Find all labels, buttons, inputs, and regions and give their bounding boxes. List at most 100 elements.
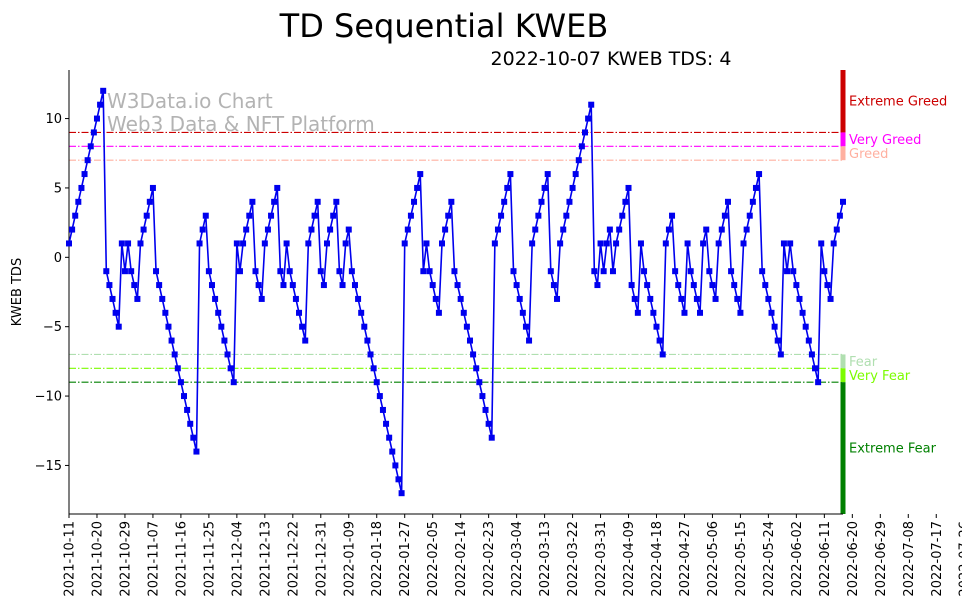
zone-bar-very-fear xyxy=(840,368,846,383)
data-point xyxy=(609,268,616,275)
y-tick-label: 0 xyxy=(54,251,62,266)
x-tick-label: 2022-05-24 xyxy=(762,521,777,597)
data-point xyxy=(370,365,377,372)
data-point xyxy=(146,198,153,205)
x-tick-label: 2022-01-09 xyxy=(342,521,357,597)
data-point xyxy=(202,212,209,219)
x-tick-label: 2022-05-15 xyxy=(734,521,749,597)
x-tick-label: 2021-10-11 xyxy=(63,521,78,597)
x-tick-label: 2022-06-20 xyxy=(846,521,861,597)
x-tick-label: 2021-11-16 xyxy=(174,521,189,597)
data-point xyxy=(522,323,529,330)
zone-label-very-fear: Very Fear xyxy=(849,369,911,384)
data-point xyxy=(812,365,819,372)
data-point xyxy=(162,309,169,316)
data-point xyxy=(367,351,374,358)
data-point xyxy=(712,295,719,302)
data-point xyxy=(494,226,501,233)
data-point xyxy=(690,282,697,289)
x-tick-label: 2022-04-09 xyxy=(622,521,637,597)
zone-label-very-greed: Very Greed xyxy=(849,133,921,148)
data-point xyxy=(128,268,135,275)
data-point xyxy=(118,240,125,247)
data-point xyxy=(731,282,738,289)
data-point xyxy=(112,309,119,316)
x-tick-label: 2022-04-18 xyxy=(650,521,665,597)
data-point xyxy=(286,268,293,275)
data-point xyxy=(765,295,772,302)
data-point xyxy=(687,268,694,275)
data-point xyxy=(78,184,85,191)
data-point xyxy=(544,171,551,178)
data-point xyxy=(507,171,514,178)
data-point xyxy=(805,337,812,344)
data-point xyxy=(721,212,728,219)
data-point xyxy=(435,309,442,316)
data-point xyxy=(336,268,343,275)
data-point xyxy=(771,323,778,330)
data-point xyxy=(451,268,458,275)
data-point xyxy=(289,282,296,289)
x-tick-label: 2022-02-14 xyxy=(454,521,469,597)
zone-bar-very-greed xyxy=(840,132,846,147)
data-point xyxy=(134,295,141,302)
data-point xyxy=(560,226,567,233)
data-point xyxy=(439,240,446,247)
data-point xyxy=(498,212,505,219)
data-point xyxy=(66,240,72,247)
data-point xyxy=(578,143,585,150)
data-point xyxy=(759,268,766,275)
data-point xyxy=(715,240,722,247)
data-point xyxy=(264,226,271,233)
zone-bar-fear xyxy=(840,354,846,369)
data-point xyxy=(454,282,461,289)
data-point xyxy=(87,143,94,150)
data-point xyxy=(653,323,660,330)
data-point xyxy=(675,282,682,289)
data-point xyxy=(740,240,747,247)
data-point xyxy=(700,240,707,247)
data-point xyxy=(790,268,797,275)
y-tick-label: 10 xyxy=(45,112,62,127)
x-tick-label: 2021-12-04 xyxy=(230,521,245,597)
data-point xyxy=(743,226,750,233)
data-point xyxy=(404,226,411,233)
data-point xyxy=(243,226,250,233)
data-point xyxy=(526,337,533,344)
zone-label-extreme-greed: Extreme Greed xyxy=(849,95,947,110)
data-point xyxy=(165,323,172,330)
data-point xyxy=(395,476,402,483)
zone-bar-greed xyxy=(840,146,846,161)
data-point xyxy=(588,101,595,108)
data-point xyxy=(327,226,334,233)
data-point xyxy=(557,240,564,247)
data-point xyxy=(376,393,383,400)
data-point xyxy=(181,393,188,400)
x-tick-label: 2022-06-11 xyxy=(818,521,833,597)
data-point xyxy=(168,337,175,344)
data-point xyxy=(218,323,225,330)
data-point xyxy=(796,295,803,302)
data-point xyxy=(445,212,452,219)
data-point xyxy=(420,268,427,275)
x-tick-label: 2022-02-05 xyxy=(426,521,441,597)
data-point xyxy=(501,198,508,205)
data-point xyxy=(227,365,234,372)
data-point xyxy=(827,295,834,302)
y-tick-label: −5 xyxy=(43,320,62,335)
y-ticks: 10 5 0 −5 −10 −15 xyxy=(35,112,69,474)
data-point xyxy=(746,212,753,219)
data-point xyxy=(361,323,368,330)
data-point xyxy=(594,282,601,289)
data-point xyxy=(230,379,237,386)
data-point xyxy=(628,282,635,289)
data-point xyxy=(100,87,107,94)
chart-subtitle: 2022-10-07 KWEB TDS: 4 xyxy=(491,48,732,70)
data-point xyxy=(728,268,735,275)
data-point xyxy=(538,198,545,205)
zone-label-extreme-fear: Extreme Fear xyxy=(849,442,937,457)
data-point xyxy=(485,420,492,427)
data-point xyxy=(429,282,436,289)
data-point xyxy=(292,295,299,302)
